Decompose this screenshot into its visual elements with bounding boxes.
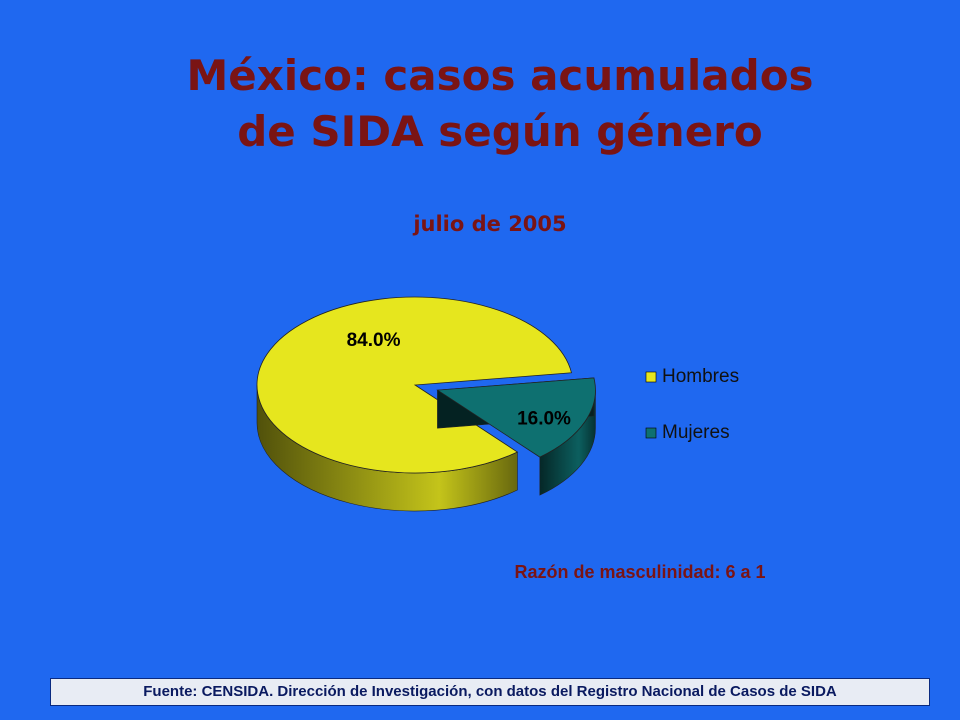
chart-subtitle: julio de 2005 [413, 212, 567, 236]
legend-swatch [645, 427, 657, 439]
annotation: Razón de masculinidad: 6 a 1 [514, 562, 766, 582]
data-label: 16.0% [517, 409, 571, 430]
slice [256, 296, 572, 474]
legend-swatch [645, 371, 657, 383]
chart-title: México: casos acumulados de SIDA según g… [186, 51, 814, 156]
slice [436, 377, 596, 458]
source-note: Fuente: CENSIDA. Dirección de Investigac… [50, 678, 930, 706]
legend-label: Mujeres [662, 422, 730, 443]
legend-label: Hombres [662, 366, 739, 387]
data-label: 84.0% [347, 330, 401, 351]
